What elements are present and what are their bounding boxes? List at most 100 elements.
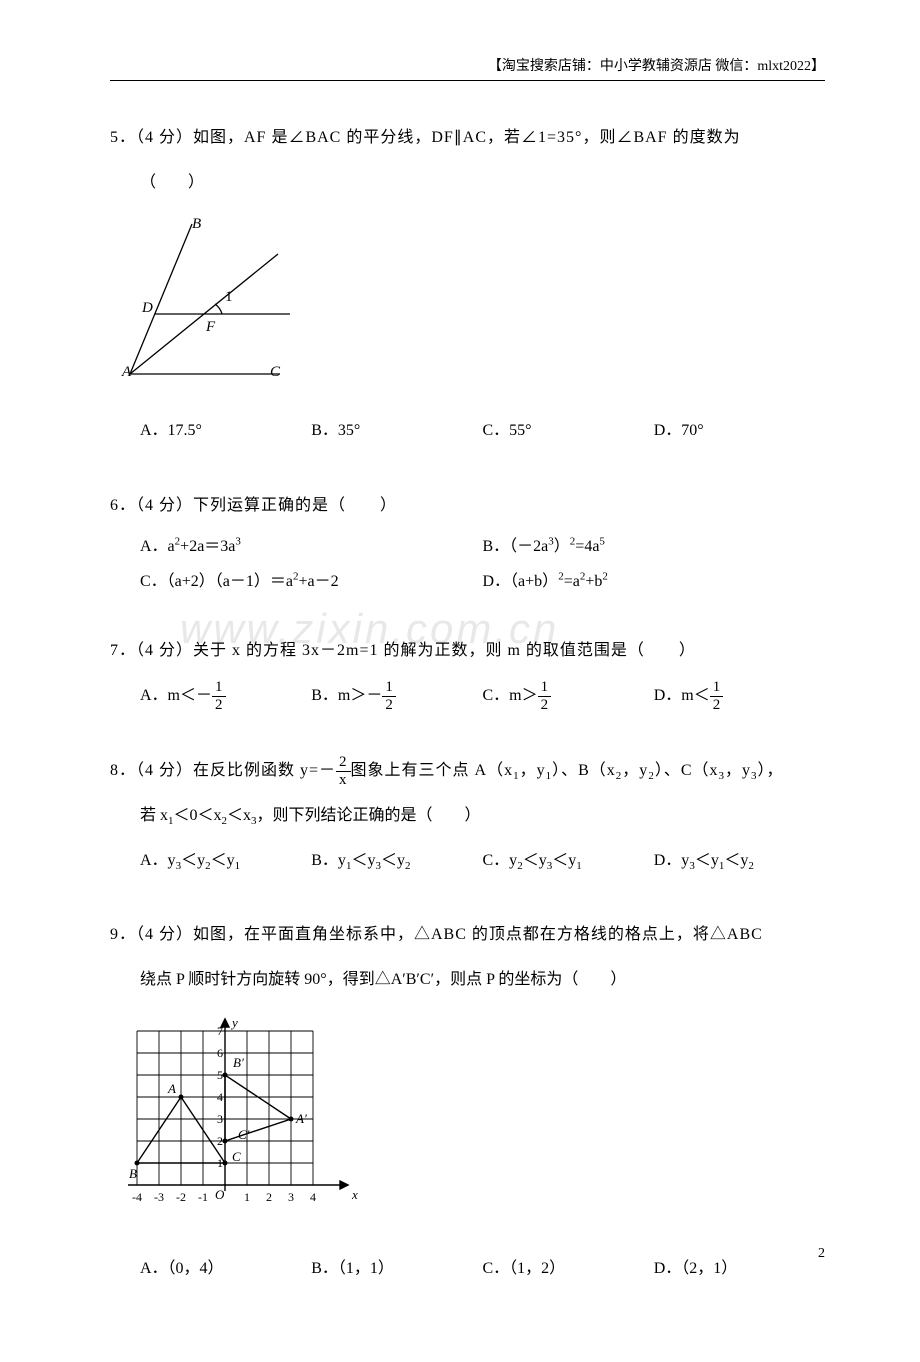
q5-blank: （ ） xyxy=(110,161,825,206)
svg-text:-2: -2 xyxy=(176,1190,186,1204)
svg-text:1: 1 xyxy=(244,1190,250,1204)
fraction: 12 xyxy=(382,679,396,713)
text: ＜y xyxy=(211,852,235,869)
sup: 3 xyxy=(235,536,241,548)
sub: 2 xyxy=(405,860,411,872)
q7-stem: 7．（4 分）关于 x 的方程 3x－2m=1 的解为正数，则 m 的取值范围是… xyxy=(110,629,825,674)
numerator: 1 xyxy=(710,679,724,697)
svg-text:2: 2 xyxy=(217,1134,223,1148)
text: ＜x xyxy=(227,807,251,824)
svg-text:-1: -1 xyxy=(198,1190,208,1204)
text: =4a xyxy=(575,538,599,555)
svg-text:7: 7 xyxy=(217,1024,223,1038)
svg-text:A: A xyxy=(121,364,132,380)
q8-option-d: D．y3＜y1＜y2 xyxy=(654,839,825,884)
denominator: 2 xyxy=(382,697,396,714)
text: ，y xyxy=(725,762,751,779)
q8-option-c: C．y2＜y3＜y1 xyxy=(483,839,654,884)
q6-options-row1: A．a2+2a＝3a3 B．（－2a3）2=4a5 xyxy=(110,529,825,564)
denominator: 2 xyxy=(212,697,226,714)
svg-text:A′: A′ xyxy=(295,1111,307,1126)
q7-options: A．m＜－12 B．m＞－12 C．m＞12 D．m＜12 xyxy=(110,674,825,719)
text: A．m＜－ xyxy=(140,687,212,704)
sup: 5 xyxy=(599,536,605,548)
text: C．（a+2）（a－1）＝a xyxy=(140,573,293,590)
text: A．y xyxy=(140,852,176,869)
q7-option-b: B．m＞－12 xyxy=(311,674,482,719)
svg-text:6: 6 xyxy=(217,1046,223,1060)
q5-option-a: A．17.5° xyxy=(140,409,311,454)
fraction: 12 xyxy=(212,679,226,713)
text: ＜y xyxy=(351,852,375,869)
sub: 2 xyxy=(748,860,754,872)
text: ＜y xyxy=(724,852,748,869)
fraction: 2x xyxy=(336,754,351,788)
text: ）、B（x xyxy=(552,762,616,779)
q6-option-a: A．a2+2a＝3a3 xyxy=(140,529,483,564)
q9-stem2: 绕点 P 顺时针方向旋转 90°，得到△A′B′C′，则点 P 的坐标为（ ） xyxy=(110,958,825,1003)
svg-text:-4: -4 xyxy=(132,1190,142,1204)
text: ＜y xyxy=(695,852,719,869)
denominator: x xyxy=(336,772,351,789)
page-header: 【淘宝搜索店铺：中小学教辅资源店 微信：mlxt2022】 xyxy=(110,55,825,81)
text: C．m＞ xyxy=(483,687,538,704)
text: A．a xyxy=(140,538,175,555)
sup: 2 xyxy=(602,571,608,583)
q9-option-b: B．（1，1） xyxy=(311,1247,482,1292)
svg-text:C: C xyxy=(232,1149,241,1164)
text: +a－2 xyxy=(299,573,339,590)
q5-option-c: C．55° xyxy=(483,409,654,454)
sub: 1 xyxy=(576,860,582,872)
text: +b xyxy=(585,573,602,590)
q8-stem: 8．（4 分）在反比例函数 y=－2x图象上有三个点 A（x1，y1）、B（x2… xyxy=(110,749,825,794)
text: =a xyxy=(564,573,580,590)
text: ）、C（x xyxy=(655,762,719,779)
fraction: 12 xyxy=(538,679,552,713)
question-9: 9．（4 分）如图，在平面直角坐标系中，△ABC 的顶点都在方格线的格点上，将△… xyxy=(110,913,825,1291)
svg-text:1: 1 xyxy=(217,1156,223,1170)
svg-text:y: y xyxy=(230,1015,238,1030)
text: ＜y xyxy=(552,852,576,869)
text: ＜y xyxy=(181,852,205,869)
q5-options: A．17.5° B．35° C．55° D．70° xyxy=(110,409,825,454)
text: ，y xyxy=(622,762,648,779)
text: ）， xyxy=(758,762,784,779)
text: D．y xyxy=(654,852,690,869)
text: ＜y xyxy=(381,852,405,869)
q5-option-b: B．35° xyxy=(311,409,482,454)
svg-text:-3: -3 xyxy=(154,1190,164,1204)
q5-stem: 5．（4 分）如图，AF 是∠BAC 的平分线，DF∥AC，若∠1=35°，则∠… xyxy=(110,116,825,161)
text: B．y xyxy=(311,852,346,869)
text: ，y xyxy=(520,762,546,779)
text: D．m＜ xyxy=(654,687,710,704)
svg-text:5: 5 xyxy=(217,1068,223,1082)
q7-option-d: D．m＜12 xyxy=(654,674,825,719)
question-8: 8．（4 分）在反比例函数 y=－2x图象上有三个点 A（x1，y1）、B（x2… xyxy=(110,749,825,883)
numerator: 1 xyxy=(382,679,396,697)
q9-stem1: 9．（4 分）如图，在平面直角坐标系中，△ABC 的顶点都在方格线的格点上，将△… xyxy=(110,913,825,958)
text: ＜y xyxy=(523,852,547,869)
q6-option-c: C．（a+2）（a－1）＝a2+a－2 xyxy=(140,564,483,599)
svg-text:3: 3 xyxy=(217,1112,223,1126)
numerator: 2 xyxy=(336,754,351,772)
svg-text:4: 4 xyxy=(217,1090,223,1104)
text: 图象上有三个点 A（x xyxy=(351,762,514,779)
svg-text:D: D xyxy=(141,300,153,316)
question-5: 5．（4 分）如图，AF 是∠BAC 的平分线，DF∥AC，若∠1=35°，则∠… xyxy=(110,116,825,454)
q5-option-d: D．70° xyxy=(654,409,825,454)
fraction: 12 xyxy=(710,679,724,713)
svg-text:O: O xyxy=(215,1187,225,1202)
svg-text:x: x xyxy=(351,1187,358,1202)
svg-text:B: B xyxy=(192,216,201,232)
text: D．（a+b） xyxy=(483,573,559,590)
q8-stem-line2: 若 x1＜0＜x2＜x3，则下列结论正确的是（ ） xyxy=(110,794,825,839)
q9-option-a: A．（0，4） xyxy=(140,1247,311,1292)
svg-text:F: F xyxy=(205,319,216,335)
q6-options-row2: C．（a+2）（a－1）＝a2+a－2 D．（a+b）2=a2+b2 xyxy=(110,564,825,599)
text: +2a＝3a xyxy=(180,538,235,555)
svg-text:A: A xyxy=(167,1081,176,1096)
sub: 1 xyxy=(235,860,241,872)
text: C．y xyxy=(483,852,518,869)
text: 8．（4 分）在反比例函数 y=－ xyxy=(110,762,336,779)
q5-diagram: B D 1 F A C xyxy=(120,216,825,400)
